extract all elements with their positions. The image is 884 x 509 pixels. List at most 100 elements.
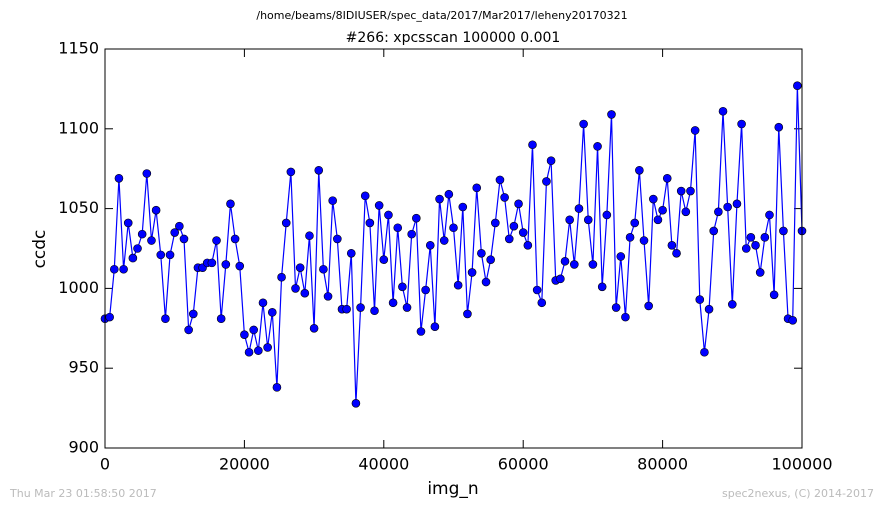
data-point: [165, 250, 175, 260]
credit: spec2nexus, (C) 2014-2017: [722, 487, 874, 500]
y-axis-label: ccdc: [30, 230, 50, 269]
data-point: [528, 140, 537, 150]
data-point: [737, 119, 746, 129]
data-point: [597, 282, 607, 292]
data-point: [611, 303, 621, 312]
data-point: [412, 213, 421, 223]
y-tick-label: 950: [68, 358, 99, 377]
data-point: [621, 312, 630, 322]
data-point: [407, 229, 416, 239]
data-point: [323, 292, 333, 301]
data-point: [579, 119, 588, 129]
data-point: [616, 252, 626, 261]
data-point: [649, 194, 658, 204]
data-point: [119, 264, 128, 274]
data-point: [147, 236, 156, 245]
data-point: [653, 215, 663, 225]
data-point: [142, 169, 152, 178]
data-point: [281, 218, 291, 228]
data-point: [779, 226, 788, 236]
data-point: [542, 177, 551, 186]
y-tick-label: 900: [68, 438, 99, 457]
data-point: [523, 241, 533, 250]
data-point: [700, 347, 709, 357]
data-point: [314, 165, 324, 175]
data-point: [384, 210, 393, 220]
data-point: [430, 322, 440, 332]
data-point: [277, 272, 286, 282]
data-point: [453, 280, 463, 290]
data-point: [755, 268, 765, 277]
x-tick-label: 40000: [358, 455, 409, 474]
data-point: [709, 226, 719, 236]
data-point: [732, 199, 742, 209]
data-point: [760, 233, 770, 242]
data-point: [509, 221, 519, 231]
data-point: [491, 218, 500, 228]
data-point: [593, 142, 602, 151]
data-point: [346, 248, 356, 258]
x-tick-label: 80000: [637, 455, 688, 474]
file-path: /home/beams/8IDIUSER/spec_data/2017/Mar2…: [256, 9, 627, 22]
data-point: [351, 399, 361, 408]
data-point: [690, 126, 700, 135]
data-point: [644, 301, 653, 311]
y-tick-label: 1050: [58, 198, 99, 217]
data-point: [639, 236, 649, 245]
data-point: [704, 304, 714, 314]
data-point: [751, 241, 760, 250]
data-point: [458, 202, 468, 212]
data-point: [328, 196, 337, 205]
data-point: [532, 285, 542, 295]
data-point: [109, 264, 119, 274]
x-tick-label: 100000: [771, 455, 832, 474]
data-point: [774, 122, 784, 132]
data-point: [179, 234, 189, 244]
data-point: [481, 277, 491, 287]
timestamp: Thu Mar 23 01:58:50 2017: [9, 487, 157, 500]
data-point: [105, 312, 114, 322]
data-point: [295, 263, 305, 272]
data-point: [765, 210, 774, 220]
data-point: [365, 218, 375, 228]
data-point: [175, 221, 184, 231]
y-tick-label: 1000: [58, 278, 99, 297]
data-point: [518, 228, 528, 237]
data-point: [574, 204, 584, 213]
data-point: [244, 347, 254, 357]
data-point: [467, 268, 477, 277]
data-point: [398, 282, 407, 292]
data-point: [291, 284, 300, 293]
data-point: [188, 309, 198, 319]
data-point: [537, 298, 547, 308]
data-point: [714, 207, 723, 217]
data-point: [221, 260, 231, 269]
data-point: [565, 215, 574, 225]
x-tick-label: 20000: [219, 455, 270, 474]
data-point: [583, 215, 593, 225]
data-point: [504, 234, 514, 244]
x-tick-label: 0: [100, 455, 110, 474]
data-point: [672, 248, 681, 258]
data-point: [286, 167, 296, 177]
data-point: [793, 81, 802, 91]
data-point: [472, 183, 482, 193]
data-point: [602, 210, 612, 220]
data-point: [393, 223, 403, 233]
data-point: [333, 234, 342, 244]
data-point: [151, 205, 161, 215]
data-point: [560, 256, 570, 266]
data-point: [546, 156, 556, 166]
data-point: [128, 253, 138, 263]
data-point: [402, 303, 412, 312]
data-point: [556, 274, 565, 284]
data-point: [161, 314, 170, 324]
data-point: [137, 229, 147, 239]
data-point: [676, 186, 686, 196]
data-point: [356, 303, 365, 312]
data-point: [300, 288, 310, 298]
data-point: [184, 325, 193, 335]
data-point: [667, 241, 677, 250]
data-point: [267, 308, 277, 317]
